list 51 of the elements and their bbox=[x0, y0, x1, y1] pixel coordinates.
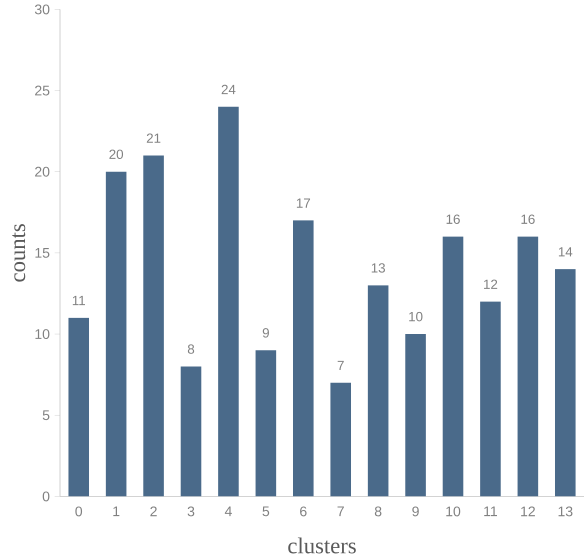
data-label: 24 bbox=[222, 84, 236, 94]
data-label: 14 bbox=[558, 247, 572, 256]
x-tick-label: 6 bbox=[300, 506, 307, 516]
data-label: 12 bbox=[484, 280, 498, 289]
y-axis-title: counts bbox=[12, 224, 26, 282]
data-label: 13 bbox=[372, 263, 385, 273]
y-tick-label: 10 bbox=[35, 329, 50, 340]
bar bbox=[442, 236, 464, 496]
bar bbox=[256, 350, 276, 496]
bar bbox=[480, 302, 501, 496]
x-tick-label: 10 bbox=[446, 506, 460, 516]
bar bbox=[405, 334, 426, 496]
y-tick-label: 20 bbox=[35, 166, 50, 177]
x-tick-label: 9 bbox=[412, 506, 419, 516]
x-tick-label: 8 bbox=[374, 506, 382, 516]
bar bbox=[218, 106, 239, 496]
data-label: 8 bbox=[188, 344, 194, 354]
bar bbox=[554, 269, 576, 496]
x-tick-label: 13 bbox=[558, 506, 572, 516]
x-axis-title: clusters bbox=[288, 538, 356, 554]
y-tick-label: 15 bbox=[35, 248, 50, 258]
x-tick-label: 11 bbox=[484, 506, 497, 516]
x-tick-label: 12 bbox=[521, 506, 535, 516]
data-label: 16 bbox=[446, 214, 460, 224]
x-tick-label: 2 bbox=[150, 506, 157, 516]
bar bbox=[292, 220, 314, 496]
x-tick-label: 3 bbox=[188, 506, 194, 516]
x-tick-label: 7 bbox=[338, 506, 344, 516]
x-tick-label: 0 bbox=[75, 506, 82, 516]
y-tick-label: 5 bbox=[42, 410, 50, 420]
data-label: 7 bbox=[338, 360, 344, 370]
x-tick-label: 4 bbox=[224, 506, 232, 516]
bar bbox=[106, 172, 126, 496]
bar bbox=[180, 366, 202, 496]
y-tick-label: 30 bbox=[34, 4, 50, 14]
x-tick-label: 1 bbox=[113, 506, 120, 516]
y-tick-label: 0 bbox=[42, 491, 50, 502]
data-label: 20 bbox=[109, 150, 124, 160]
bar bbox=[68, 318, 90, 496]
bar bbox=[518, 236, 538, 496]
data-label: 21 bbox=[146, 134, 160, 143]
data-label: 16 bbox=[521, 214, 535, 224]
x-tick-label: 5 bbox=[262, 506, 270, 516]
data-label: 9 bbox=[262, 328, 269, 338]
bar bbox=[143, 156, 164, 496]
data-label: 11 bbox=[72, 296, 85, 306]
data-label: 17 bbox=[296, 198, 310, 208]
y-tick-label: 25 bbox=[35, 86, 50, 96]
data-label: 10 bbox=[409, 312, 422, 322]
bar bbox=[368, 285, 388, 496]
bar bbox=[330, 382, 352, 496]
